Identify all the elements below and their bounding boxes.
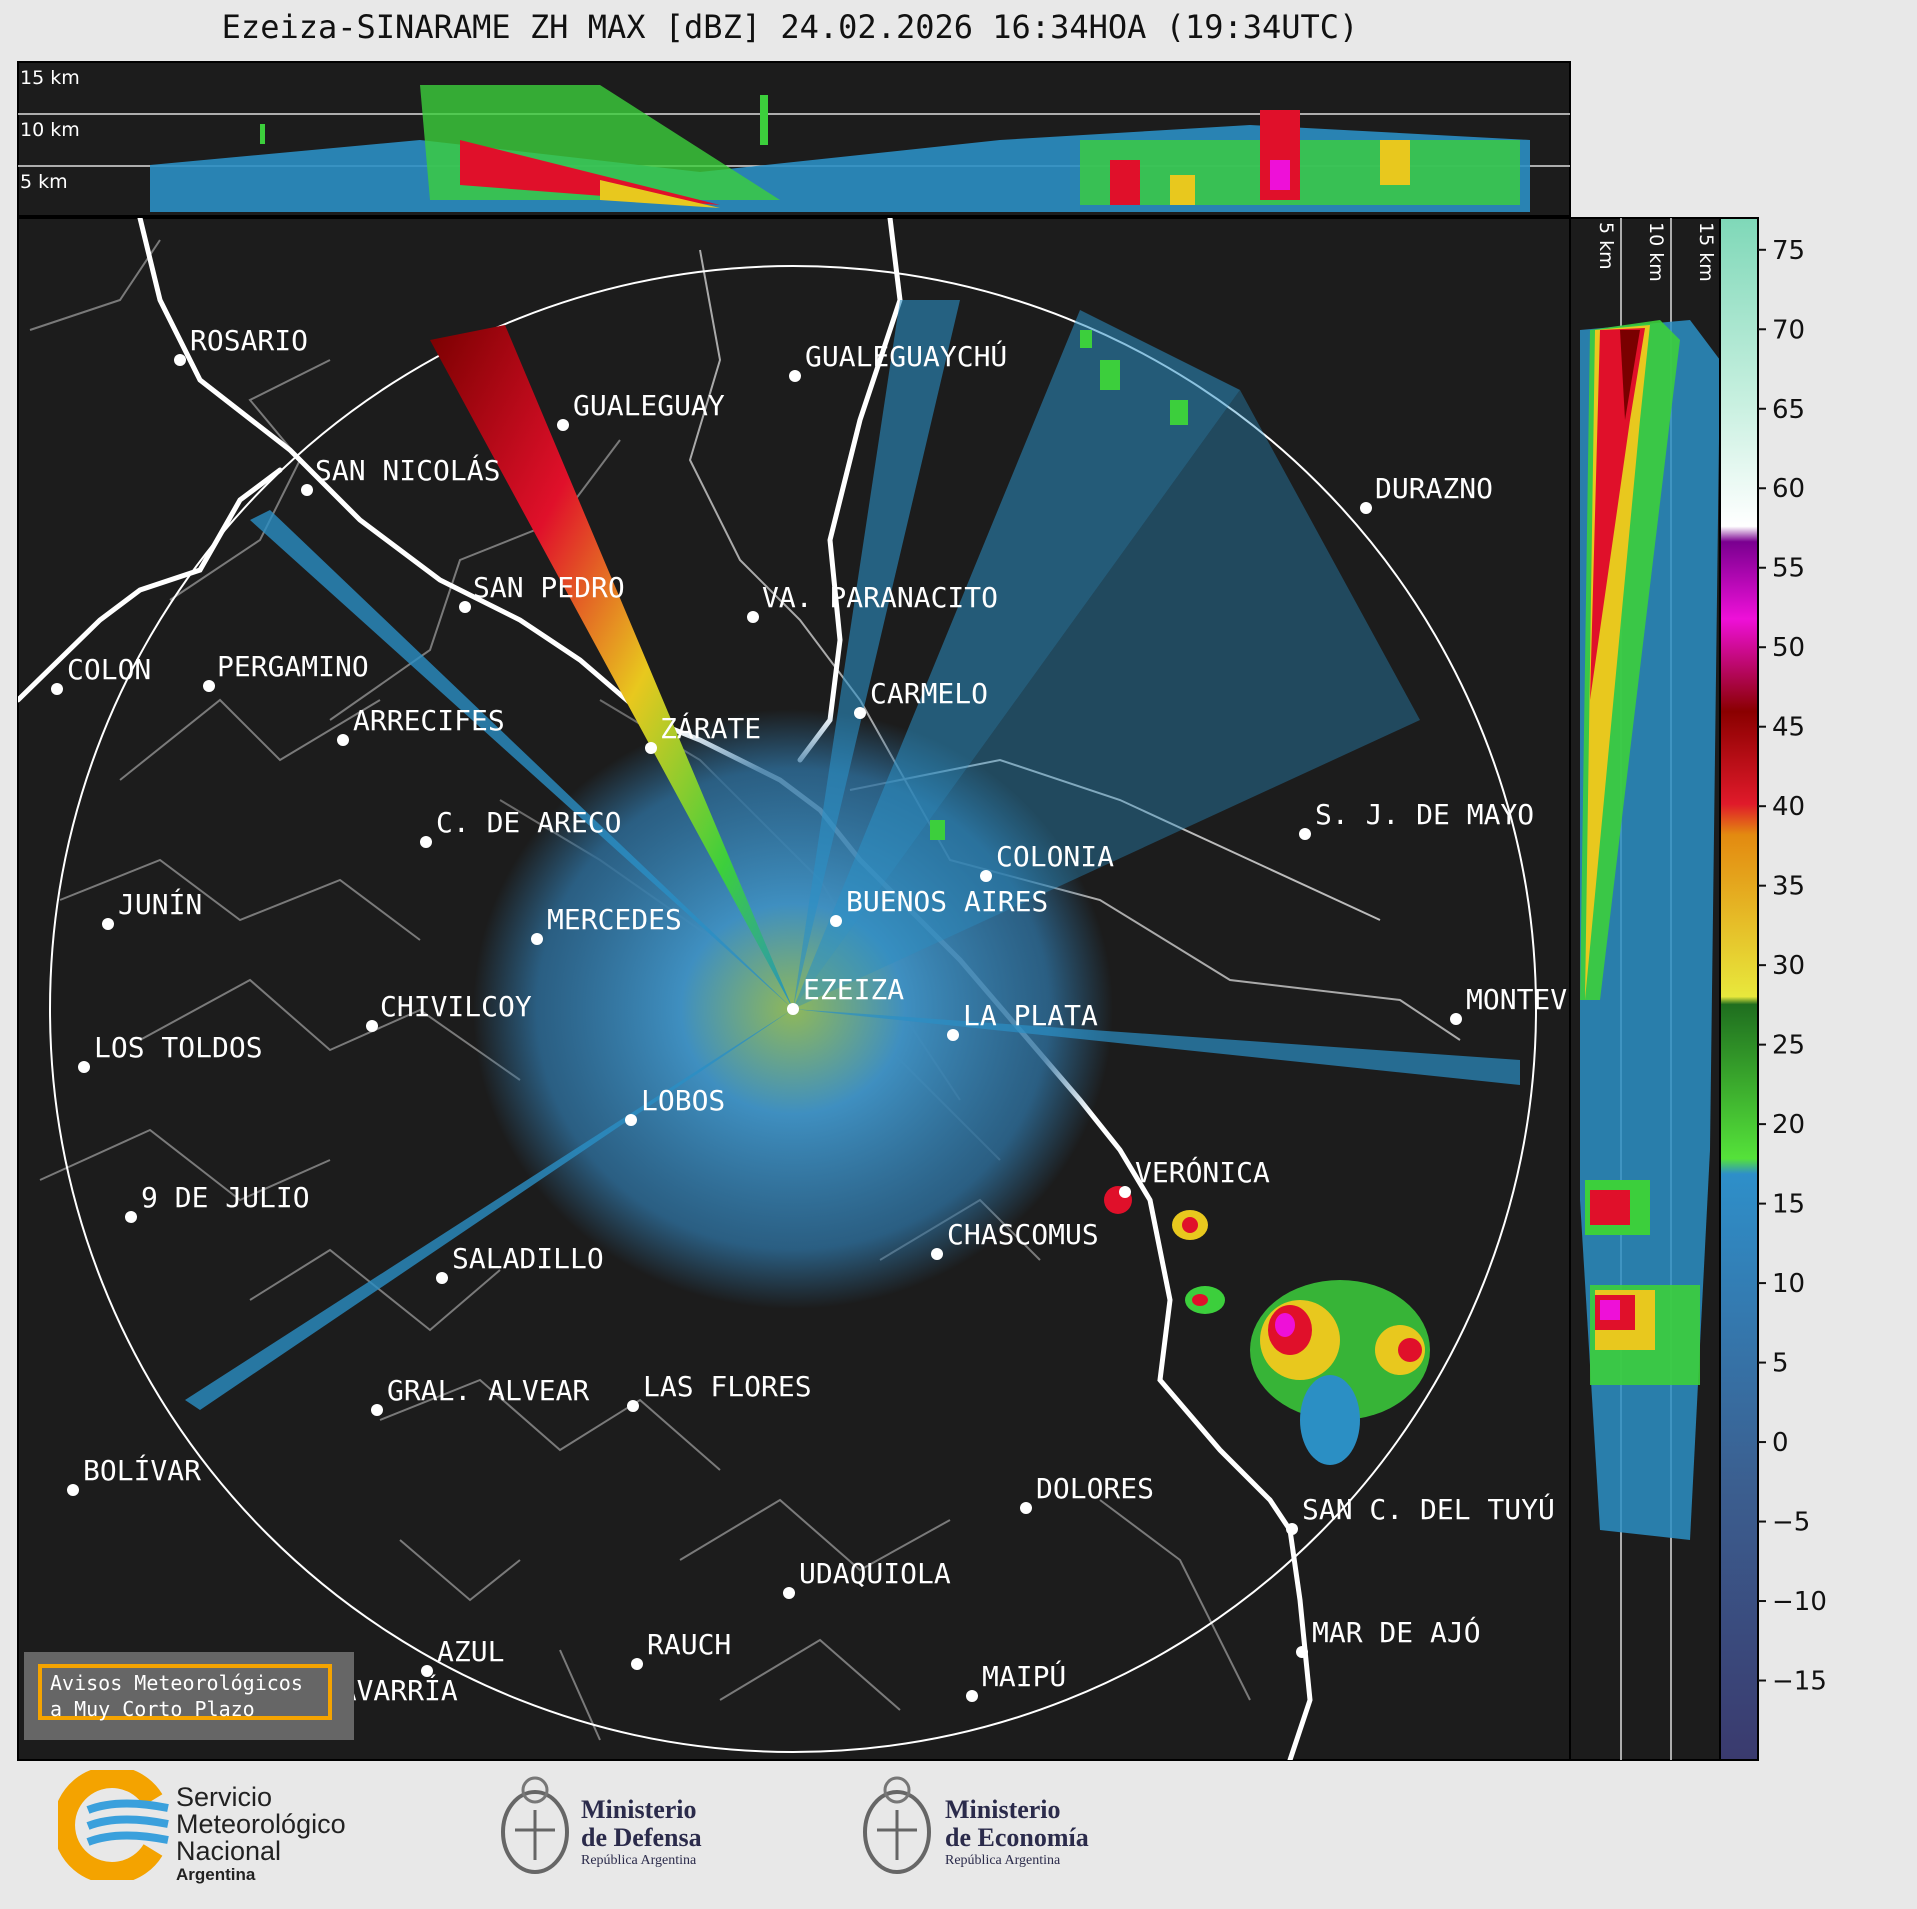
economia-line-2: de Economía: [945, 1823, 1089, 1852]
side-alt-label-10: 10 km: [1645, 222, 1667, 282]
warning-line-1: Avisos Meteorológicos: [50, 1671, 303, 1695]
coat-of-arms-icon: [863, 1776, 931, 1874]
city-label-bolivar: BOLÍVAR: [83, 1453, 201, 1487]
colorbar-tick-label: 20: [1772, 1110, 1805, 1140]
city-label-carmelo: CARMELO: [870, 677, 988, 710]
coat-of-arms-icon: [501, 1776, 569, 1874]
city-label-colonia: COLONIA: [996, 840, 1114, 873]
city-label-gral-alvear: GRAL. ALVEAR: [387, 1374, 589, 1407]
city-label-buenos-aires: BUENOS AIRES: [846, 885, 1048, 918]
colorbar-tick-label: 35: [1772, 872, 1805, 902]
colorbar-tick-label: 15: [1772, 1190, 1805, 1220]
city-label-la-plata: LA PLATA: [963, 999, 1098, 1032]
city-label-ezeiza: EZEIZA: [803, 973, 904, 1006]
warning-box-frame[interactable]: Avisos Meteorológicos a Muy Corto Plazo: [38, 1664, 332, 1721]
city-label-rosario: ROSARIO: [190, 324, 308, 357]
side-alt-label-15: 15 km: [1695, 222, 1717, 282]
colorbar-tick-label: 60: [1772, 474, 1805, 504]
colorbar-tick-label: 30: [1772, 951, 1805, 981]
colorbar-tick-label: 65: [1772, 395, 1805, 425]
city-label-junin: JUNÍN: [118, 887, 202, 921]
smn-line-3: Nacional: [176, 1836, 282, 1866]
smn-logo: Servicio Meteorológico Nacional Argentin…: [58, 1770, 398, 1884]
city-label-gualeguay: GUALEGUAY: [573, 389, 725, 422]
city-label-chivilcoy: CHIVILCOY: [380, 990, 532, 1023]
economia-line-3: República Argentina: [945, 1853, 1061, 1868]
city-label-rauch: RAUCH: [647, 1628, 731, 1661]
smn-line-4: Argentina: [176, 1865, 256, 1884]
warning-box[interactable]: Avisos Meteorológicos a Muy Corto Plazo: [24, 1652, 354, 1740]
city-label-arrecifes: ARRECIFES: [353, 704, 505, 737]
map-panel: ROSARIO GUALEGUAYCHÚ GUALEGUAY SAN NICOL…: [17, 217, 1571, 1761]
city-label-lobos: LOBOS: [641, 1084, 725, 1117]
top-alt-label-10: 10 km: [20, 119, 80, 141]
defensa-line-1: Ministerio: [581, 1795, 697, 1824]
colorbar-tick-label: −10: [1772, 1587, 1827, 1617]
city-label-las-flores: LAS FLORES: [643, 1370, 812, 1403]
defensa-logo: Ministerio de Defensa República Argentin…: [495, 1770, 765, 1890]
colorbar-tick-label: 45: [1772, 713, 1805, 743]
top-alt-label-5: 5 km: [20, 171, 68, 193]
city-label-zarate: ZÁRATE: [660, 711, 761, 745]
city-label-va-paranacito: VA. PARANACITO: [762, 581, 998, 614]
smn-line-2: Meteorológico: [176, 1809, 346, 1839]
city-label-durazno: DURAZNO: [1375, 472, 1493, 505]
smn-line-1: Servicio: [176, 1782, 273, 1812]
range-ring: [49, 265, 1537, 1753]
warning-line-2: a Muy Corto Plazo: [50, 1697, 255, 1721]
city-label-san-nicolas: SAN NICOLÁS: [315, 453, 500, 487]
city-label-sj-de-mayo: S. J. DE MAYO: [1315, 798, 1534, 831]
defensa-line-2: de Defensa: [581, 1823, 702, 1852]
city-label-c-de-areco: C. DE ARECO: [436, 806, 621, 839]
colorbar-tick-label: 40: [1772, 792, 1805, 822]
city-label-pergamino: PERGAMINO: [217, 650, 369, 683]
city-label-maipu: MAIPÚ: [982, 1659, 1066, 1693]
economia-line-1: Ministerio: [945, 1795, 1061, 1824]
city-label-montev: MONTEV: [1466, 983, 1567, 1016]
city-label-9-de-julio: 9 DE JULIO: [141, 1181, 310, 1214]
colorbar-tick-label: 10: [1772, 1269, 1805, 1299]
city-label-chascomus: CHASCOMUS: [947, 1218, 1099, 1251]
colorbar-tick-label: 5: [1772, 1349, 1789, 1379]
colorbar-tick-label: 55: [1772, 554, 1805, 584]
city-label-veronica: VERÓNICA: [1135, 1155, 1270, 1189]
city-label-san-c-del-tuyu: SAN C. DEL TUYÚ: [1302, 1492, 1555, 1526]
city-label-saladillo: SALADILLO: [452, 1242, 604, 1275]
colorbar-tick-label: −15: [1772, 1667, 1827, 1697]
smn-emblem-icon: [58, 1770, 169, 1880]
colorbar-tick-label: 70: [1772, 315, 1805, 345]
defensa-line-3: República Argentina: [581, 1853, 697, 1868]
city-markers: [51, 354, 1462, 1716]
city-label-udaquiola: UDAQUIOLA: [799, 1557, 951, 1590]
city-label-dolores: DOLORES: [1036, 1472, 1154, 1505]
city-label-san-pedro: SAN PEDRO: [473, 571, 625, 604]
city-label-mar-de-ajo: MAR DE AJÓ: [1312, 1615, 1481, 1649]
city-label-azul: AZUL: [437, 1635, 504, 1668]
side-cross-section-panel: 5 km 10 km 15 km: [1569, 217, 1721, 1761]
storm-cells: [1104, 1186, 1430, 1465]
chart-title: Ezeiza-SINARAME ZH MAX [dBZ] 24.02.2026 …: [221, 8, 1359, 46]
colorbar-tick-label: 0: [1772, 1428, 1789, 1458]
top-cross-section-panel: 15 km 10 km 5 km: [17, 61, 1571, 217]
top-alt-label-15: 15 km: [20, 67, 80, 89]
radar-echoes: [185, 300, 1520, 1465]
colorbar-tick-label: 75: [1772, 236, 1805, 266]
city-label-colon: COLON: [67, 653, 151, 686]
colorbar-tick-label: 25: [1772, 1031, 1805, 1061]
economia-logo: Ministerio de Economía República Argenti…: [857, 1770, 1137, 1890]
city-label-mercedes: MERCEDES: [547, 903, 682, 936]
city-label-los-toldos: LOS TOLDOS: [94, 1031, 263, 1064]
colorbar-tick-label: 50: [1772, 633, 1805, 663]
colorbar-tick-label: −5: [1772, 1508, 1810, 1538]
city-label-gualeguaychu: GUALEGUAYCHÚ: [805, 339, 1007, 373]
side-alt-label-5: 5 km: [1595, 222, 1617, 270]
